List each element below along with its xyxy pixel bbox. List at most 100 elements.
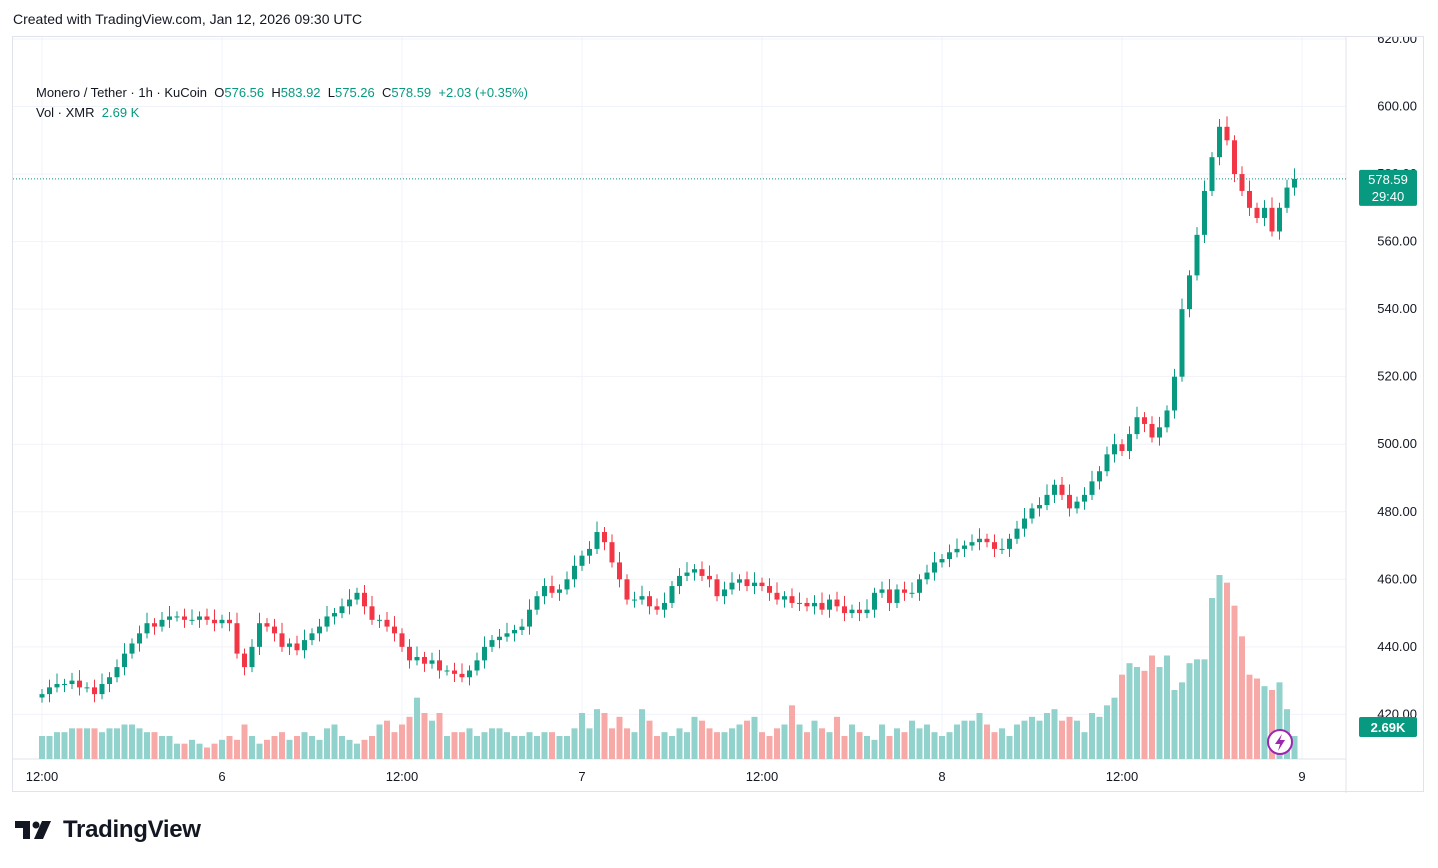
volume-bar xyxy=(519,736,525,759)
volume-bar xyxy=(1089,713,1095,759)
candle-body xyxy=(399,633,405,647)
volume-bar xyxy=(1171,690,1178,759)
candle-body xyxy=(939,559,945,563)
candle-body xyxy=(549,586,555,593)
price-tick-label: 480.00 xyxy=(1377,504,1417,519)
candle-body xyxy=(849,609,855,614)
volume-bar xyxy=(286,739,293,759)
candle-body xyxy=(534,596,540,610)
volume-label[interactable]: Vol · XMR xyxy=(36,105,95,120)
candle-body xyxy=(452,670,457,674)
volume-bar xyxy=(1201,659,1208,759)
volume-bar xyxy=(864,736,870,759)
volume-bar xyxy=(571,728,578,759)
candle-body xyxy=(369,606,375,620)
volume-bar xyxy=(406,716,413,759)
candle-body xyxy=(1262,207,1267,218)
volume-bar xyxy=(1006,736,1013,759)
volume-bar xyxy=(324,728,330,759)
volume-bar xyxy=(384,720,390,759)
candle-body xyxy=(782,596,787,600)
candle-body xyxy=(219,619,225,624)
candle-body xyxy=(137,633,142,644)
volume-bar xyxy=(69,728,75,759)
volume-bar xyxy=(871,739,878,759)
price-tick-label: 520.00 xyxy=(1377,369,1417,384)
volume-bar xyxy=(489,728,495,759)
candle-body xyxy=(167,616,172,620)
candle-body xyxy=(474,660,480,671)
candlestick-chart[interactable]: 620.00600.00580.00560.00540.00520.00500.… xyxy=(13,37,1425,793)
candle-body xyxy=(879,589,885,593)
volume-bar xyxy=(766,736,773,759)
candle-body xyxy=(69,680,75,684)
candle-body xyxy=(797,602,802,604)
ohlc-row: Monero / Tether · 1h · KuCoin O576.56 H5… xyxy=(36,83,528,103)
volume-bar xyxy=(99,732,105,759)
candle-body xyxy=(932,562,937,573)
candle-body xyxy=(917,579,922,593)
volume-bar xyxy=(1164,655,1170,759)
candle-body xyxy=(482,646,487,661)
candle-body xyxy=(759,582,765,587)
volume-bar xyxy=(699,720,705,759)
candle-body xyxy=(257,623,262,647)
volume-bar xyxy=(361,739,368,759)
open-value: 576.56 xyxy=(224,85,265,100)
candle-body xyxy=(1164,410,1170,428)
candle-body xyxy=(152,623,157,627)
price-tick-label: 540.00 xyxy=(1377,301,1417,316)
candle-body xyxy=(647,596,652,607)
candle-body xyxy=(1292,178,1297,188)
candle-body xyxy=(77,680,82,688)
candle-body xyxy=(39,694,45,698)
volume-bar xyxy=(436,713,443,759)
candle-body xyxy=(1194,234,1200,276)
candle-body xyxy=(1059,484,1065,495)
volume-bar xyxy=(849,724,855,759)
volume-bar xyxy=(241,724,248,759)
candle-body xyxy=(1097,471,1102,482)
close-value: 578.59 xyxy=(391,85,432,100)
candle-body xyxy=(1172,376,1177,411)
volume-bar xyxy=(504,732,510,759)
candle-body xyxy=(819,602,825,610)
candle-body xyxy=(302,640,307,651)
candle-body xyxy=(519,626,525,630)
volume-bar xyxy=(459,732,465,759)
time-tick-label: 7 xyxy=(578,769,585,784)
volume-bar xyxy=(1134,667,1140,759)
volume-bar xyxy=(1021,720,1028,759)
high-label: H xyxy=(271,85,281,100)
candle-body xyxy=(362,592,367,607)
candle-body xyxy=(1254,207,1260,218)
candle-body xyxy=(977,538,982,543)
volume-bar xyxy=(429,720,435,759)
volume-bar xyxy=(759,732,765,759)
candle-body xyxy=(984,538,990,543)
candle-body xyxy=(1082,494,1087,502)
candle-body xyxy=(594,532,600,549)
volume-bar xyxy=(1081,732,1088,759)
candle-body xyxy=(669,586,675,603)
candle-body xyxy=(242,653,247,668)
candle-body xyxy=(174,616,180,618)
candle-body xyxy=(354,592,360,600)
candle-body xyxy=(512,629,517,634)
candle-body xyxy=(707,575,712,580)
candle-body xyxy=(1209,157,1215,191)
candle-body xyxy=(1052,484,1057,495)
volume-bar xyxy=(856,732,863,759)
tradingview-brand[interactable]: TradingView xyxy=(15,816,201,844)
candle-body xyxy=(909,592,915,594)
candle-body xyxy=(99,683,105,695)
volume-bar xyxy=(639,709,645,759)
symbol-label[interactable]: Monero / Tether · 1h · KuCoin xyxy=(36,85,208,100)
time-tick-label: 12:00 xyxy=(1106,769,1139,784)
volume-bar xyxy=(796,724,803,759)
chart-frame[interactable]: 620.00600.00580.00560.00540.00520.00500.… xyxy=(12,36,1425,793)
candle-body xyxy=(714,579,720,597)
candle-body xyxy=(114,667,120,678)
price-tick-label: 500.00 xyxy=(1377,436,1417,451)
candle-body xyxy=(1217,126,1222,158)
